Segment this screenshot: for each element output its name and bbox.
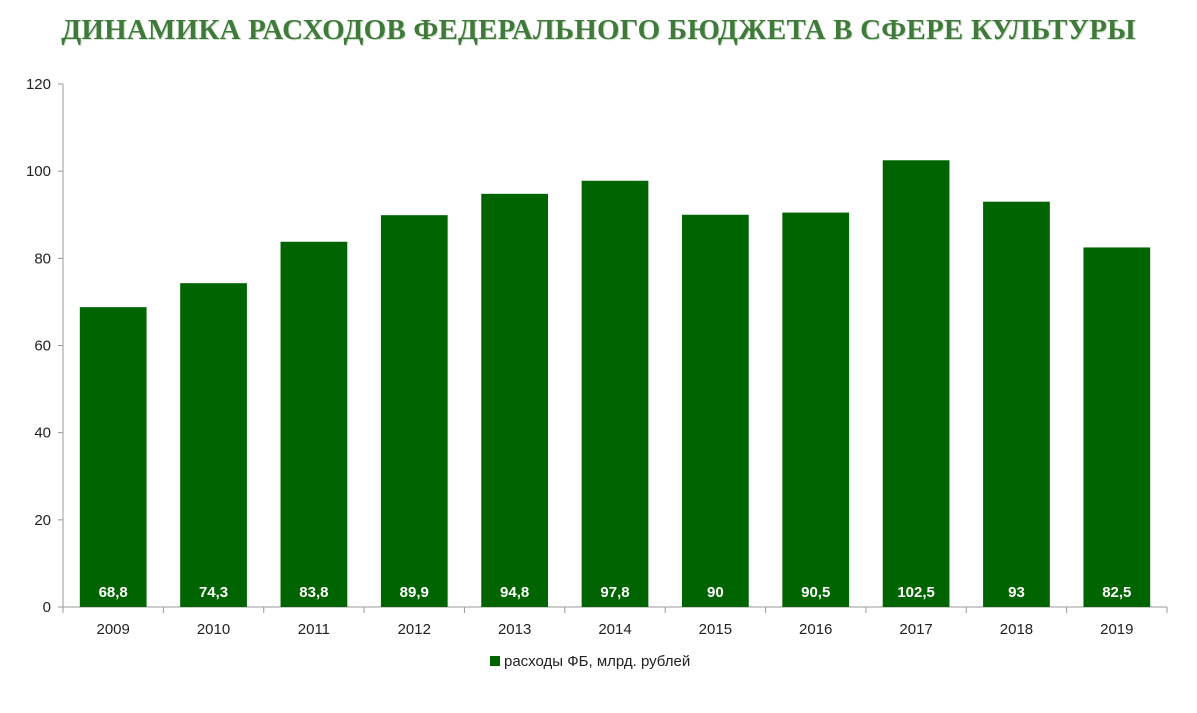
bar-data-label: 82,5	[1102, 584, 1131, 601]
bar-data-label: 68,8	[99, 584, 128, 601]
bar-data-label: 74,3	[199, 584, 228, 601]
bar	[581, 180, 649, 607]
bar-data-label: 90	[707, 584, 724, 601]
bar	[380, 215, 448, 607]
bar	[983, 201, 1050, 608]
y-tick-label: 20	[34, 512, 51, 529]
bar	[882, 160, 950, 608]
x-tick-label: 2012	[398, 621, 431, 638]
bar-data-label: 94,8	[500, 584, 529, 601]
legend-label: расходы ФБ, млрд. рублей	[504, 653, 690, 670]
x-tick-label: 2014	[598, 621, 631, 638]
y-tick-label: 60	[34, 338, 51, 355]
bar	[1083, 247, 1151, 607]
x-tick-label: 2017	[899, 621, 932, 638]
y-tick-label: 120	[26, 76, 51, 93]
x-tick-label: 2018	[1000, 621, 1033, 638]
chart-title: ДИНАМИКА РАСХОДОВ ФЕДЕРАЛЬНОГО БЮДЖЕТА В…	[61, 14, 1136, 46]
legend-swatch	[490, 656, 500, 666]
x-tick-label: 2011	[298, 621, 330, 638]
x-tick-label: 2015	[699, 621, 732, 638]
bar-data-label: 93	[1008, 584, 1025, 601]
bar-data-label: 90,5	[801, 584, 830, 601]
x-tick-label: 2019	[1100, 621, 1133, 638]
x-tick-label: 2013	[498, 621, 531, 638]
bar	[280, 241, 348, 607]
y-tick-label: 40	[34, 425, 51, 442]
bar	[782, 212, 850, 607]
bar-data-label: 89,9	[400, 584, 429, 601]
x-tick-label: 2010	[197, 621, 230, 638]
bar-data-label: 97,8	[600, 584, 629, 601]
x-tick-label: 2009	[96, 621, 129, 638]
bar-data-label: 102,5	[897, 584, 935, 601]
y-tick-label: 0	[43, 599, 51, 616]
bar	[481, 193, 549, 607]
y-tick-label: 80	[34, 250, 51, 267]
bar	[180, 283, 247, 607]
x-tick-label: 2016	[799, 621, 832, 638]
bar	[79, 307, 147, 607]
y-tick-label: 100	[26, 163, 51, 180]
bar	[681, 214, 749, 607]
bar-data-label: 83,8	[299, 584, 328, 601]
